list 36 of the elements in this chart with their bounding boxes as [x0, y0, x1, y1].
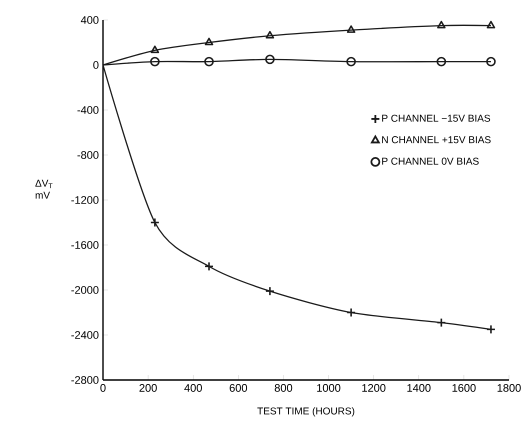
legend-label: P CHANNEL 0V BIAS: [382, 158, 479, 165]
x-tick-label: 800: [274, 384, 292, 392]
y-tick-label: -400: [77, 106, 99, 114]
x-tick-label: 1800: [498, 384, 521, 392]
point: [265, 54, 275, 64]
point: [150, 56, 160, 66]
y-tick-label: -2400: [71, 331, 99, 339]
legend-label: N CHANNEL +15V BIAS: [382, 136, 491, 144]
point: [486, 20, 496, 28]
y-tick-label: 0: [93, 61, 99, 69]
x-tick-label: 1600: [452, 384, 476, 392]
x-axis-title: TEST TIME (HOURS): [257, 407, 354, 417]
x-tick-label: 400: [184, 384, 202, 392]
y-tick-label: 400: [80, 16, 99, 24]
y-tick-label: -1600: [71, 241, 99, 249]
point: [436, 56, 446, 66]
point: [486, 56, 496, 66]
x-tick-label: 1400: [407, 384, 431, 392]
y-axis-title: ΔV$_{T}$ mV: [35, 180, 52, 199]
y-tick-label: -800: [77, 151, 99, 159]
point: [204, 56, 214, 66]
x-tick-label: 200: [139, 384, 157, 392]
point: [346, 56, 356, 66]
x-tick-label: 1200: [362, 384, 386, 392]
x-tick-label: 600: [230, 384, 248, 392]
point: [437, 20, 446, 28]
point: [266, 30, 274, 39]
point: [150, 46, 160, 54]
y-tick-label: -2000: [71, 286, 99, 294]
x-tick-label: 0: [100, 384, 106, 392]
legend-label: P CHANNEL −15V BIAS: [382, 114, 490, 122]
point: [204, 38, 214, 46]
point: [346, 25, 356, 33]
y-tick-label: -2800: [71, 376, 99, 384]
y-tick-label: -1200: [71, 196, 99, 204]
x-tick-label: 1000: [317, 384, 340, 392]
